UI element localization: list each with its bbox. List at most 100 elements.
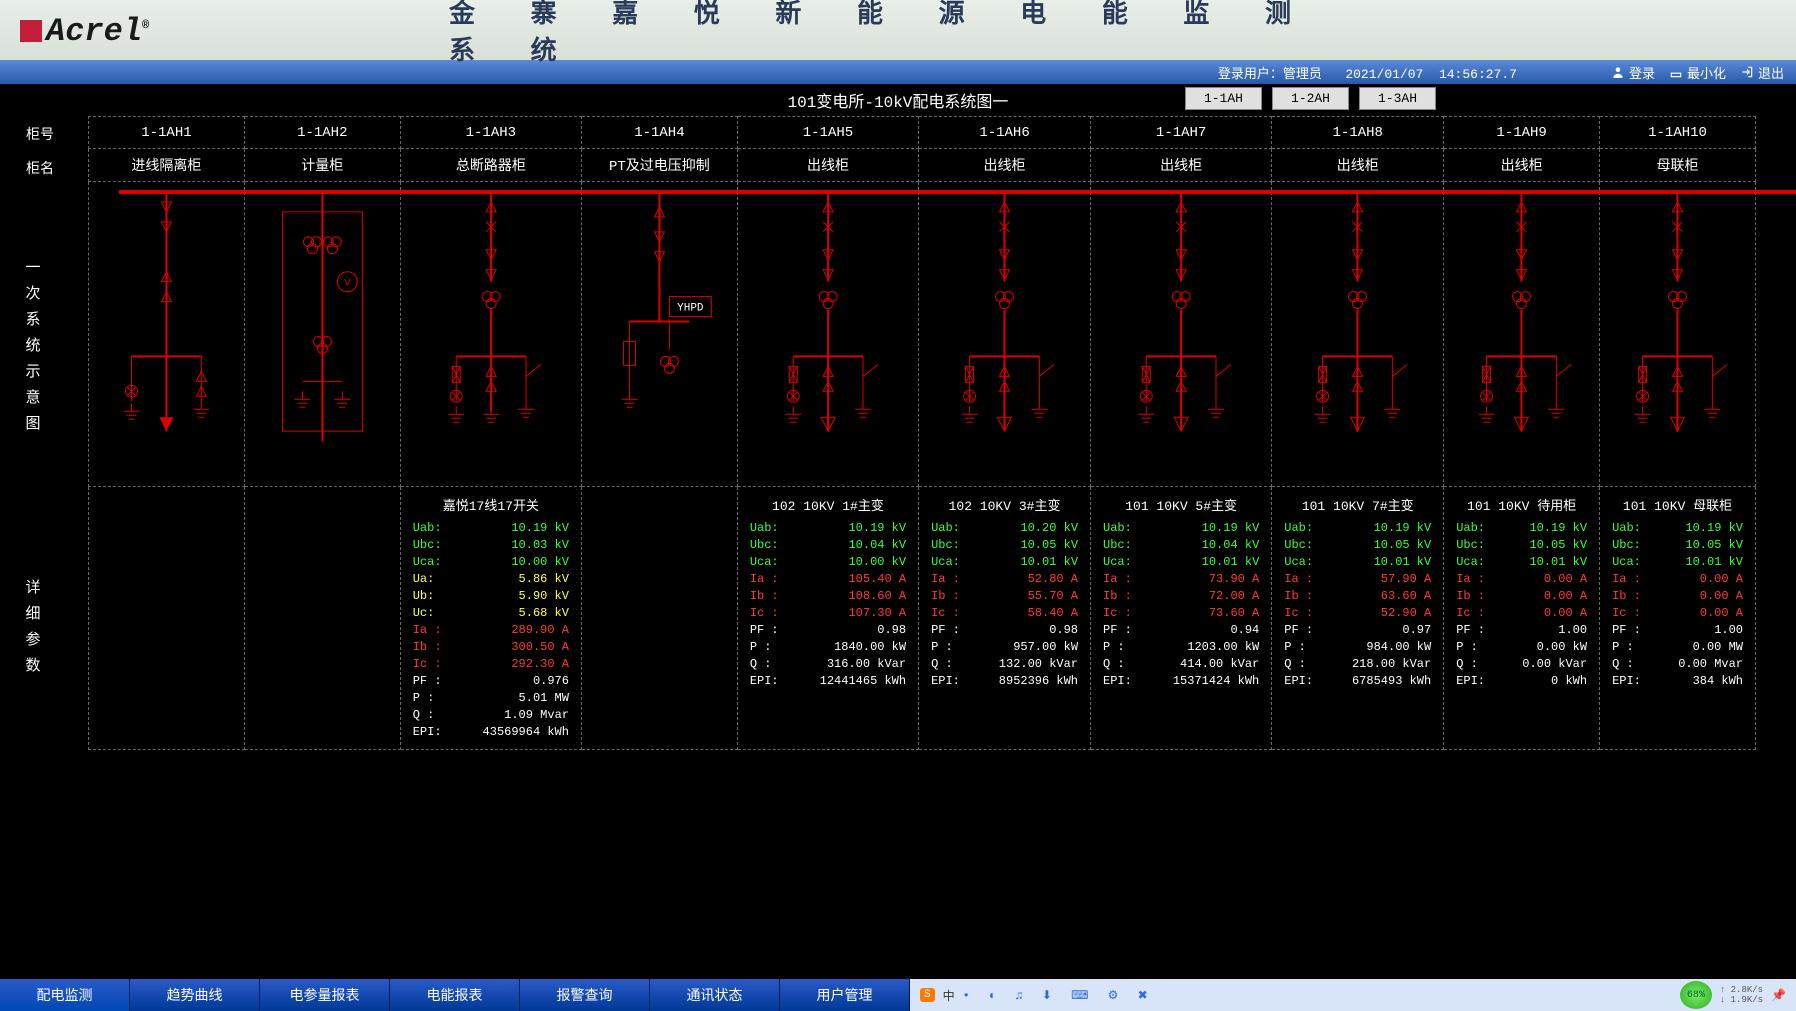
cabinet-name: 出线柜 xyxy=(1444,149,1600,182)
nav-4[interactable]: 报警查询 xyxy=(520,979,650,1011)
param-row: EPI:12441465 kWh xyxy=(742,673,914,690)
nav-2[interactable]: 电参量报表 xyxy=(260,979,390,1011)
param-row: Ubc:10.05 kV xyxy=(1448,537,1595,554)
ah-tab-1-2AH[interactable]: 1-2AH xyxy=(1272,87,1349,110)
cabinet-grid: 1-1AH11-1AH21-1AH31-1AH41-1AH51-1AH61-1A… xyxy=(80,116,1756,750)
diagram-cell xyxy=(89,182,245,487)
param-row: Ic :73.60 A xyxy=(1095,605,1267,622)
param-row: Ic :292.30 A xyxy=(405,656,577,673)
diagram-cell xyxy=(1272,182,1444,487)
diagram-cell xyxy=(1444,182,1600,487)
param-title: 101 10KV 7#主变 xyxy=(1276,495,1439,514)
param-row: P :957.00 kW xyxy=(923,639,1086,656)
cabinet-name: 母联柜 xyxy=(1600,149,1756,182)
svg-text:YHPD: YHPD xyxy=(677,303,704,315)
diagram-cell xyxy=(1091,182,1272,487)
param-row: Q :132.00 kVar xyxy=(923,656,1086,673)
param-row: Q :218.00 kVar xyxy=(1276,656,1439,673)
param-title: 嘉悦17线17开关 xyxy=(405,495,577,514)
cabinet-name: 计量柜 xyxy=(244,149,400,182)
diagram-cell xyxy=(919,182,1091,487)
param-row: Uab:10.19 kV xyxy=(742,520,914,537)
exit-button[interactable]: 退出 xyxy=(1740,63,1784,82)
nav-6[interactable]: 用户管理 xyxy=(780,979,910,1011)
param-row: Q :0.00 kVar xyxy=(1448,656,1595,673)
cabinet-name: 出线柜 xyxy=(737,149,918,182)
param-row: Ubc:10.04 kV xyxy=(742,537,914,554)
row-label-name: 柜名 xyxy=(20,158,60,178)
param-row: Uc:5.68 kV xyxy=(405,605,577,622)
nav-0[interactable]: 配电监测 xyxy=(0,979,130,1011)
user-icon xyxy=(1611,65,1625,79)
cabinet-no: 1-1AH4 xyxy=(581,117,737,149)
nav-5[interactable]: 通讯状态 xyxy=(650,979,780,1011)
cabinet-no: 1-1AH3 xyxy=(400,117,581,149)
ah-tab-1-1AH[interactable]: 1-1AH xyxy=(1185,87,1262,110)
param-row: Q :1.09 Mvar xyxy=(405,707,577,724)
param-row: Uca:10.00 kV xyxy=(405,554,577,571)
param-row: PF :1.00 xyxy=(1448,622,1595,639)
param-title: 101 10KV 待用柜 xyxy=(1448,495,1595,514)
cabinet-name: 出线柜 xyxy=(919,149,1091,182)
param-row: Ia :0.00 A xyxy=(1604,571,1751,588)
param-row: P :1203.00 kW xyxy=(1095,639,1267,656)
param-row: Ia :0.00 A xyxy=(1448,571,1595,588)
param-row: Uca:10.01 kV xyxy=(1095,554,1267,571)
param-title: 101 10KV 5#主变 xyxy=(1095,495,1267,514)
single-line-meter: V xyxy=(245,182,400,481)
nav-3[interactable]: 电能报表 xyxy=(390,979,520,1011)
cabinet-no: 1-1AH5 xyxy=(737,117,918,149)
param-row: Ic :52.90 A xyxy=(1276,605,1439,622)
minimize-icon xyxy=(1669,65,1683,79)
param-cell: 101 10KV 待用柜Uab:10.19 kVUbc:10.05 kVUca:… xyxy=(1444,487,1600,750)
ah-tab-1-3AH[interactable]: 1-3AH xyxy=(1359,87,1436,110)
cabinet-no: 1-1AH7 xyxy=(1091,117,1272,149)
param-row: PF :1.00 xyxy=(1604,622,1751,639)
net-pct-badge: 68% xyxy=(1680,981,1712,1009)
param-cell: 嘉悦17线17开关 Uab:10.19 kVUbc:10.03 kVUca:10.… xyxy=(400,487,581,750)
param-cell: 102 10KV 3#主变Uab:10.20 kVUbc:10.05 kVUca… xyxy=(919,487,1091,750)
param-cell xyxy=(89,487,245,750)
param-cell: 101 10KV 母联柜Uab:10.19 kVUbc:10.05 kVUca:… xyxy=(1600,487,1756,750)
param-row: Q :414.00 kVar xyxy=(1095,656,1267,673)
single-line-outgoing xyxy=(1444,182,1599,481)
system-title: 金 寨 嘉 悦 新 能 源 电 能 监 测 系 统 xyxy=(449,0,1347,67)
nav-1[interactable]: 趋势曲线 xyxy=(130,979,260,1011)
param-row: Ic :0.00 A xyxy=(1448,605,1595,622)
diagram-cell xyxy=(1600,182,1756,487)
param-row: EPI:384 kWh xyxy=(1604,673,1751,690)
ime-icon: S xyxy=(920,988,935,1002)
param-row: Ua:5.86 kV xyxy=(405,571,577,588)
param-cell: 101 10KV 7#主变Uab:10.19 kVUbc:10.05 kVUca… xyxy=(1272,487,1444,750)
param-row: Ic :0.00 A xyxy=(1604,605,1751,622)
param-row: Uab:10.20 kV xyxy=(923,520,1086,537)
param-row: Uab:10.19 kV xyxy=(1448,520,1595,537)
diagram-cell xyxy=(400,182,581,487)
param-row: PF :0.976 xyxy=(405,673,577,690)
single-line-pt: YHPD xyxy=(582,182,737,481)
param-title: 102 10KV 1#主变 xyxy=(742,495,914,514)
cabinet-no: 1-1AH8 xyxy=(1272,117,1444,149)
row-label-no: 柜号 xyxy=(20,124,60,144)
tray-icons: • ◐ ♫ ⬇ ⌨ ⚙ ✖ xyxy=(963,988,1154,1003)
cabinet-no: 1-1AH9 xyxy=(1444,117,1600,149)
exit-icon xyxy=(1740,65,1754,79)
param-row: Q :316.00 kVar xyxy=(742,656,914,673)
net-speed: ↑ 2.8K/s↓ 1.9K/s xyxy=(1720,985,1763,1005)
page-subtitle: 101变电所-10kV配电系统图一 xyxy=(788,88,1009,112)
cabinet-no: 1-1AH6 xyxy=(919,117,1091,149)
minimize-button[interactable]: 最小化 xyxy=(1669,63,1726,82)
diagram-cell: V xyxy=(244,182,400,487)
param-row: Ubc:10.03 kV xyxy=(405,537,577,554)
login-button[interactable]: 登录 xyxy=(1611,63,1655,82)
param-title: 102 10KV 3#主变 xyxy=(923,495,1086,514)
cabinet-no: 1-1AH1 xyxy=(89,117,245,149)
cabinet-name: 进线隔离柜 xyxy=(89,149,245,182)
param-row: Uca:10.01 kV xyxy=(1604,554,1751,571)
param-row: Uab:10.19 kV xyxy=(405,520,577,537)
single-line-breaker xyxy=(401,182,581,481)
param-row: Ib :55.70 A xyxy=(923,588,1086,605)
svg-text:V: V xyxy=(344,278,350,289)
tray-pin-icon[interactable]: 📌 xyxy=(1771,988,1786,1003)
param-row: P :5.01 MW xyxy=(405,690,577,707)
